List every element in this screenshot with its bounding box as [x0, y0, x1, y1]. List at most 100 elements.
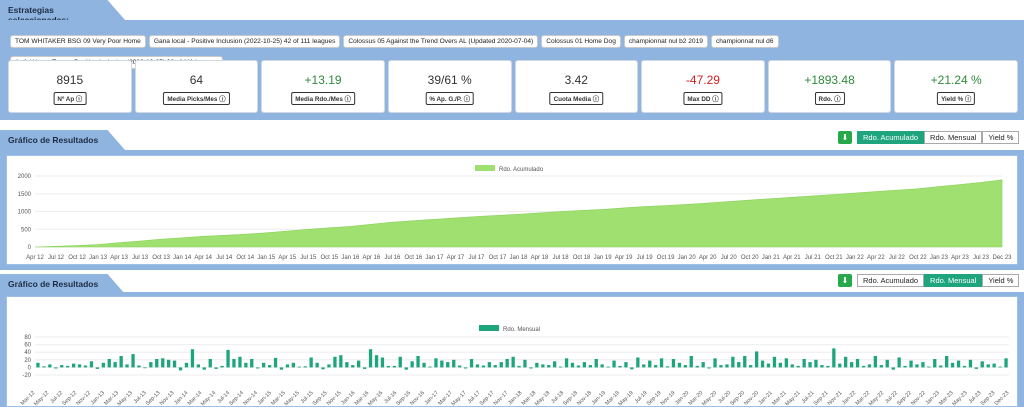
x-tick-label: Nov-15 — [326, 390, 343, 407]
stat-label[interactable]: Media Picks/Mes ⓘ — [163, 92, 230, 105]
monthly-bar — [582, 362, 586, 368]
strategy-chip[interactable]: championnat nul d6 — [710, 35, 779, 48]
monthly-bar — [321, 367, 325, 370]
monthly-bar — [755, 351, 759, 368]
info-icon[interactable]: ⓘ — [712, 96, 719, 103]
monthly-bar — [820, 365, 824, 368]
legend-label: Rdo. Acumulado — [499, 167, 544, 173]
x-tick-label: Apr 16 — [363, 255, 381, 261]
x-tick-label: Apr 19 — [615, 255, 633, 261]
x-tick-label: Nov-16 — [409, 390, 426, 407]
info-icon[interactable]: ⓘ — [463, 96, 470, 103]
info-icon[interactable]: ⓘ — [965, 96, 972, 103]
monthly-bar — [659, 358, 664, 368]
info-icon[interactable]: ⓘ — [75, 96, 83, 103]
monthly-bar — [766, 363, 771, 368]
monthly-bar — [600, 364, 604, 368]
y-tick-label: 500 — [21, 227, 32, 233]
info-icon[interactable]: ⓘ — [219, 96, 226, 103]
monthly-bar — [814, 359, 818, 368]
monthly-bar — [244, 362, 248, 368]
download-icon[interactable]: ⬇ — [838, 274, 852, 287]
tab-rdo-mensual[interactable]: Rdo. Mensual — [924, 274, 983, 287]
legend-label: Rdo. Mensual — [503, 327, 540, 333]
tab-yield[interactable]: Yield % — [982, 131, 1020, 144]
info-icon[interactable]: ⓘ — [592, 96, 600, 103]
y-tick-label: 40 — [24, 350, 31, 356]
monthly-bar — [618, 365, 622, 368]
y-tick-label: 2000 — [18, 174, 32, 180]
x-tick-label: Jan 19 — [594, 255, 613, 261]
monthly-bar — [48, 364, 52, 368]
monthly-bar — [416, 356, 420, 368]
monthly-bar — [345, 362, 349, 368]
x-tick-label: Jul 19 — [637, 255, 654, 261]
x-tick-label: Nov-12 — [75, 390, 92, 407]
monthly-bar — [368, 349, 373, 368]
monthly-bar — [172, 360, 177, 368]
stat-label[interactable]: % Ap. G./P. ⓘ — [425, 92, 474, 105]
monthly-bar — [945, 356, 949, 368]
monthly-bar — [208, 359, 212, 368]
strategy-chip[interactable]: TOM WHITAKER BSG 09 Very Poor Home — [10, 35, 146, 48]
monthly-bar — [867, 364, 872, 368]
stat-value: 64 — [189, 73, 204, 87]
info-icon[interactable]: ⓘ — [344, 96, 351, 103]
stat-label[interactable]: Nº Ap ⓘ — [53, 92, 87, 105]
stat-label[interactable]: Yield % ⓘ — [937, 92, 976, 105]
stats-row: 8915 Nº Ap ⓘ 64 Media Picks/Mes ⓘ +13.19 Medi… — [8, 60, 1018, 113]
x-tick-label: Nov-20 — [743, 390, 760, 407]
monthly-bar — [89, 361, 94, 368]
y-tick-label: 0 — [28, 365, 32, 371]
monthly-bar — [131, 354, 135, 368]
stat-label[interactable]: Max DD ⓘ — [683, 92, 723, 105]
monthly-bar — [119, 356, 123, 368]
stat-label[interactable]: Media Rdo./Mes ⓘ — [291, 92, 355, 105]
x-tick-label: Oct 19 — [657, 255, 675, 261]
tab-rdo-acumulado[interactable]: Rdo. Acumulado — [857, 274, 925, 287]
strategy-chip[interactable]: Gana local - Positive Inclusion (2022-10… — [148, 35, 341, 48]
x-tick-label: Oct 16 — [405, 255, 423, 261]
strategy-chip[interactable]: Colossus 01 Home Dog — [541, 35, 621, 48]
chart2-area: Rdo. Mensual -20 0 20 40 60 80 Mar-12 May-12 Jul-… — [6, 296, 1018, 407]
download-icon[interactable]: ⬇ — [838, 131, 852, 144]
strategy-chip[interactable]: championnat nul b2 2019 — [623, 35, 708, 48]
x-tick-label: Apr 22 — [867, 255, 885, 261]
tab-rdo-mensual[interactable]: Rdo. Mensual — [924, 131, 983, 144]
monthly-bar — [434, 358, 438, 368]
stat-label[interactable]: Rdo. ⓘ — [814, 92, 845, 105]
monthly-bar — [606, 366, 610, 368]
stat-label[interactable]: Cuota Media ⓘ — [549, 92, 604, 105]
monthly-bar — [689, 356, 693, 368]
info-icon[interactable]: ⓘ — [834, 96, 841, 103]
monthly-bar — [939, 365, 943, 368]
monthly-bar — [749, 365, 753, 368]
monthly-bar — [855, 359, 860, 368]
monthly-bar — [861, 365, 866, 368]
tab-rdo-acumulado[interactable]: Rdo. Acumulado — [857, 131, 925, 144]
stat-value: +21.24 % — [930, 73, 982, 87]
monthly-bar — [422, 362, 426, 368]
monthly-bar — [790, 364, 794, 368]
x-tick-label: Nov-22 — [910, 390, 927, 407]
strategy-chip[interactable]: Colossus 05 Against the Trend Overs AL (… — [343, 35, 539, 48]
monthly-bar — [155, 359, 159, 368]
monthly-bar — [564, 358, 569, 368]
x-tick-label: Apr 13 — [110, 255, 128, 261]
monthly-bar — [850, 362, 854, 368]
monthly-bar — [588, 365, 592, 368]
tab-yield[interactable]: Yield % — [982, 274, 1020, 287]
monthly-bar — [1004, 358, 1008, 368]
monthly-bar — [594, 359, 598, 368]
monthly-bar — [463, 367, 468, 369]
monthly-bar — [535, 362, 539, 368]
stat-card: -47.29 Max DD ⓘ — [641, 60, 765, 113]
monthly-bar — [683, 365, 687, 368]
x-tick-label: Jan 20 — [678, 255, 697, 261]
monthly-bar — [54, 367, 58, 369]
monthly-bar — [654, 365, 658, 368]
x-tick-label: May-13 — [117, 390, 134, 407]
x-tick-label: May-21 — [784, 390, 801, 407]
monthly-bar — [327, 364, 331, 368]
